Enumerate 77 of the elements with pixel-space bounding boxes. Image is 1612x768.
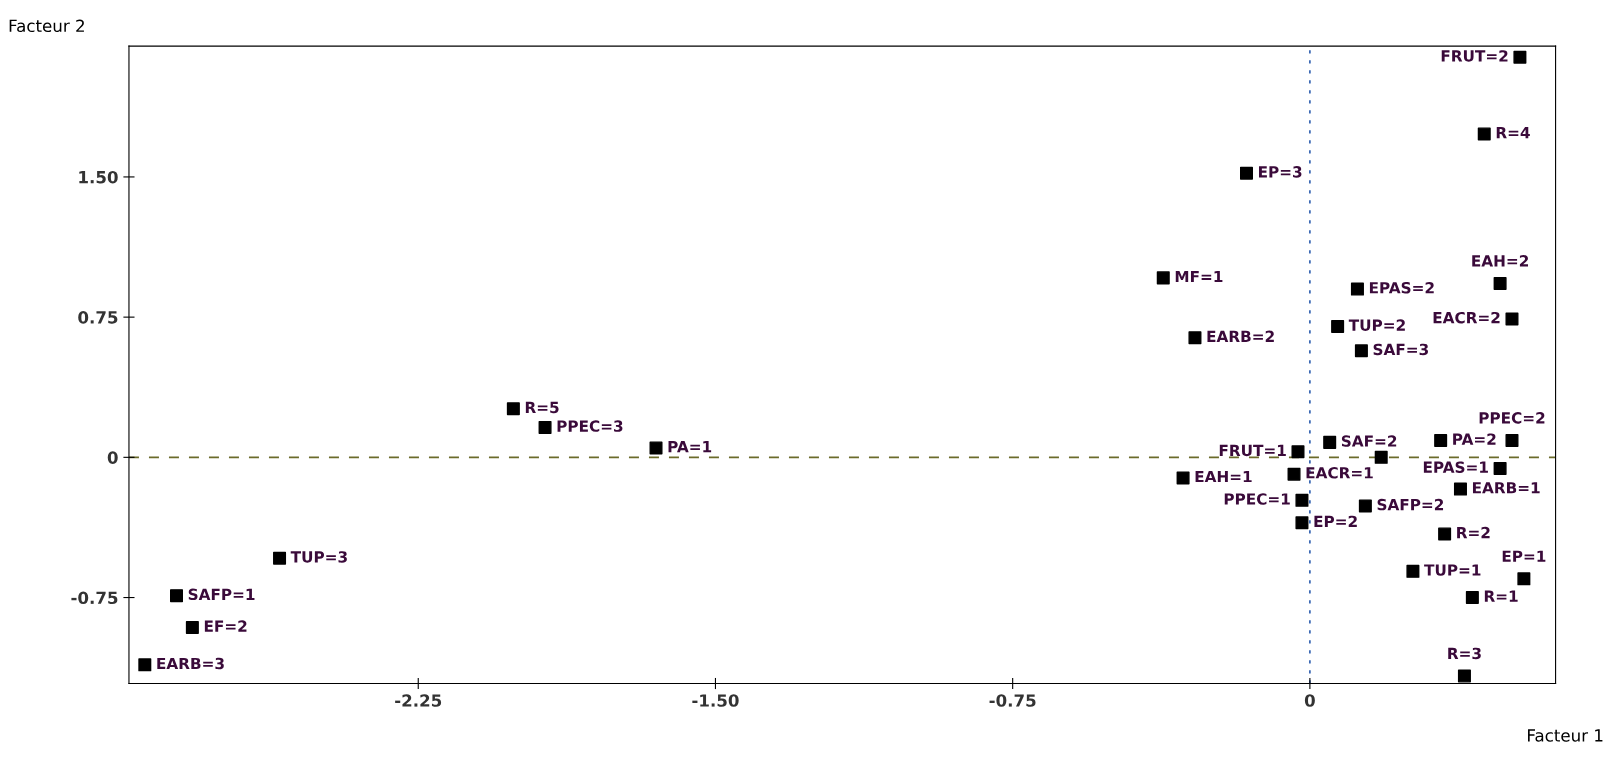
annotation: PA=2	[1453, 433, 1496, 445]
x-tick-label: 0	[1304, 694, 1315, 707]
annotation: SAFP=2	[1377, 498, 1444, 511]
point	[1374, 450, 1388, 464]
point	[1493, 276, 1507, 290]
point	[506, 402, 520, 416]
annotation: R=1	[1484, 590, 1518, 602]
annotation: R=4	[1496, 127, 1530, 139]
annotation: EACR=2	[1433, 311, 1500, 324]
point	[1156, 271, 1170, 285]
point	[1176, 471, 1190, 485]
annotation: PA=1	[668, 441, 712, 453]
annotation: EAH=1	[1195, 470, 1252, 483]
annotation: EARB=3	[157, 657, 224, 670]
y-tick-label: -0.75	[71, 591, 118, 605]
point	[1323, 435, 1337, 449]
y-tick-label: 0	[107, 451, 118, 464]
point	[538, 420, 552, 434]
annotation: EF=2	[204, 620, 247, 632]
annotation: EP=2	[1314, 515, 1357, 527]
y-axis-title: Facteur 2	[9, 19, 84, 33]
annotation: R=5	[525, 401, 559, 414]
point	[1517, 572, 1531, 586]
point	[1295, 493, 1309, 507]
annotation: SAFP=1	[188, 588, 255, 601]
point	[649, 441, 663, 455]
point	[1358, 499, 1372, 513]
point	[1354, 344, 1368, 358]
annotation: R=3	[1448, 647, 1481, 660]
x-tick-label: -2.25	[395, 694, 442, 707]
point	[138, 658, 152, 672]
point	[1505, 312, 1519, 326]
annotation: EPAS=2	[1369, 281, 1434, 294]
annotation: EAH=2	[1472, 255, 1529, 267]
point	[1291, 445, 1305, 459]
x-tick-label: -0.75	[989, 694, 1036, 707]
x-tick-label: -1.50	[692, 694, 739, 707]
point	[273, 551, 287, 565]
annotation: EP=1	[1502, 550, 1546, 562]
point	[1434, 434, 1448, 448]
point	[1513, 50, 1527, 64]
annotation: FRUT=1	[1219, 444, 1286, 457]
point	[1406, 564, 1420, 578]
annotation: EARB=2	[1207, 330, 1274, 342]
point	[1188, 331, 1202, 345]
annotation: SAF=2	[1341, 435, 1397, 447]
annotation: PPEC=2	[1479, 412, 1545, 424]
annotation: TUP=2	[1348, 319, 1405, 331]
point	[1331, 319, 1345, 333]
point	[185, 620, 199, 634]
point	[1295, 516, 1309, 530]
annotation: PPEC=3	[557, 420, 623, 432]
point	[1493, 462, 1507, 476]
annotation: EACR=1	[1306, 467, 1373, 479]
annotation: EPAS=1	[1423, 461, 1488, 473]
annotation: R=2	[1457, 526, 1490, 539]
annotation: TUP=1	[1424, 564, 1481, 576]
point	[1457, 669, 1471, 683]
annotation: EP=3	[1258, 166, 1302, 178]
y-tick-label: 0.75	[78, 311, 118, 324]
annotation: MF=1	[1175, 270, 1223, 283]
point	[1453, 482, 1467, 496]
annotation: SAF=3	[1373, 343, 1428, 356]
point	[1477, 127, 1491, 141]
point	[1287, 467, 1301, 481]
point	[170, 589, 184, 603]
point	[1465, 591, 1479, 605]
annotation: TUP=3	[290, 551, 347, 563]
x-axis-title: Facteur 1	[1528, 729, 1603, 742]
y-tick-label: 1.50	[79, 170, 118, 184]
point	[1438, 527, 1452, 541]
point	[1350, 282, 1364, 296]
point	[1505, 434, 1519, 448]
annotation: FRUT=2	[1441, 50, 1508, 62]
point	[1239, 166, 1253, 180]
annotation: PPEC=1	[1224, 493, 1290, 505]
annotation: EARB=1	[1472, 482, 1540, 494]
